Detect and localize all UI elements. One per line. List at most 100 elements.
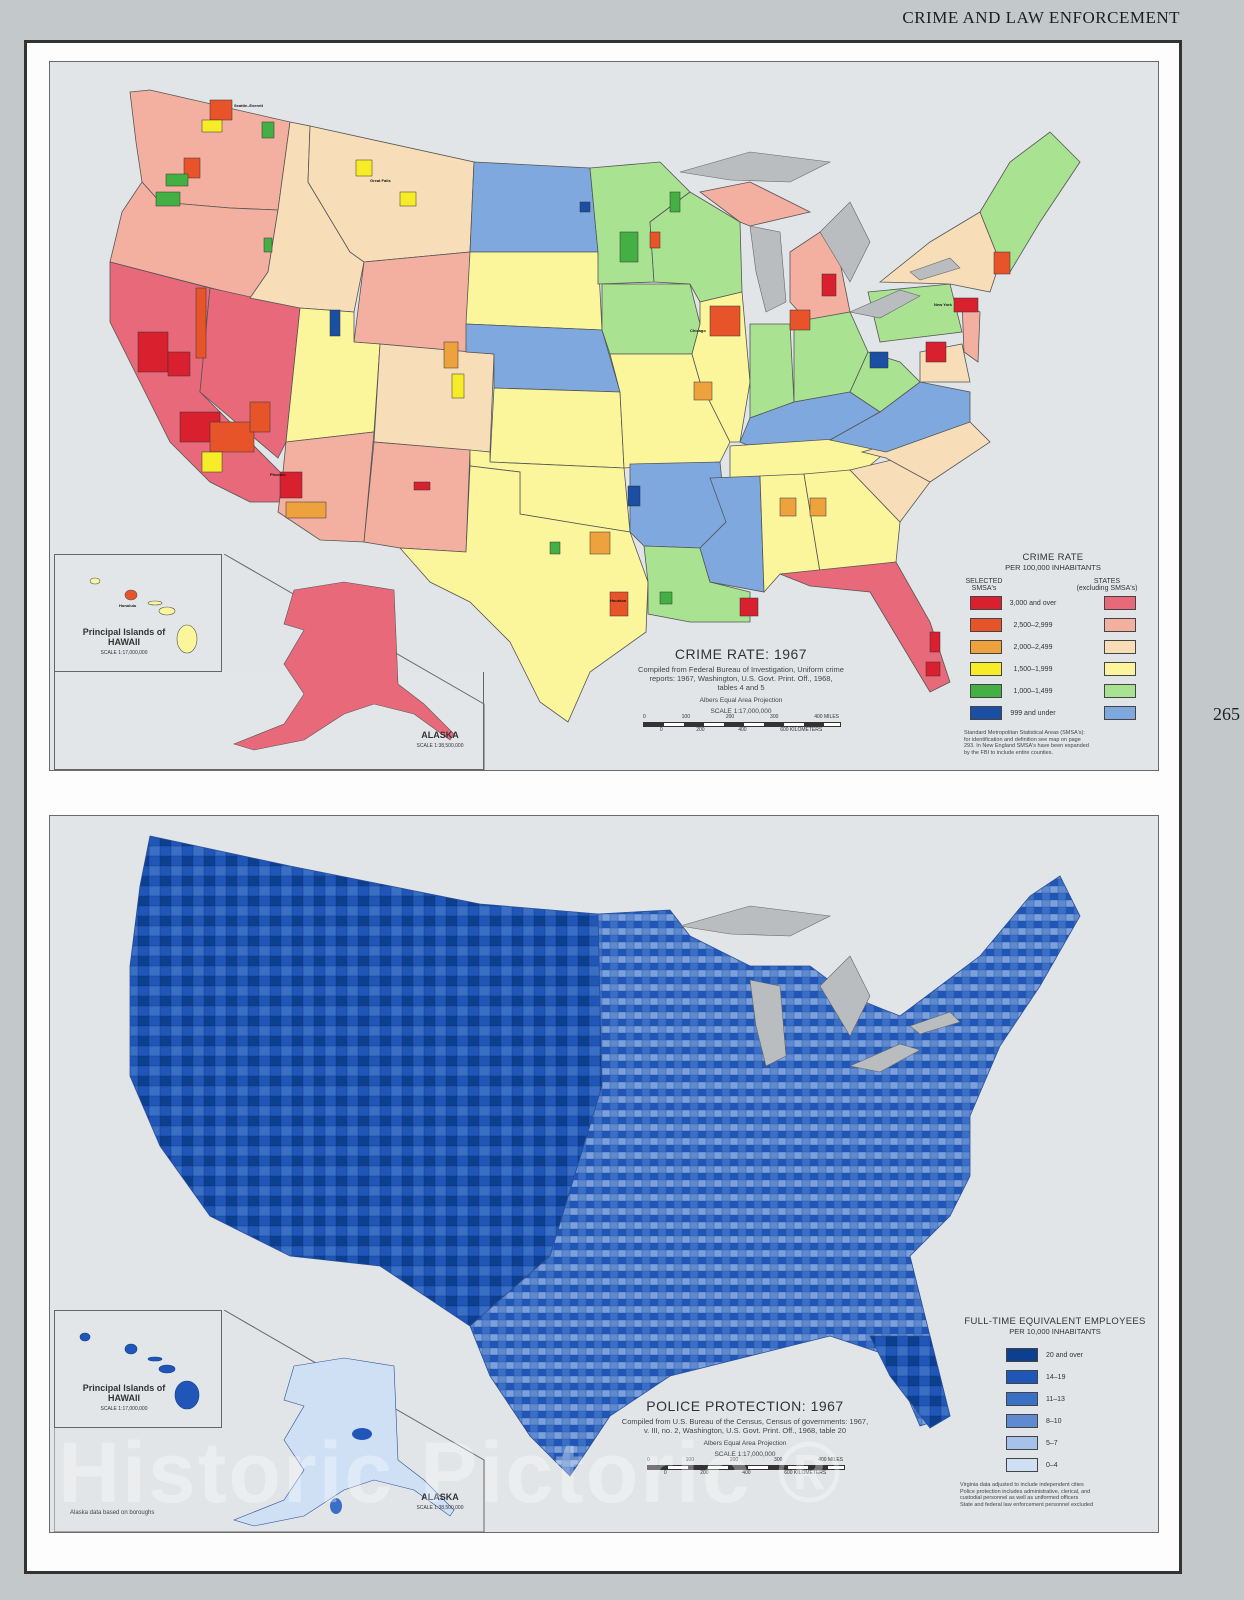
legend-swatch [1006,1458,1038,1472]
legend-class-label: 2,000–2,499 [1013,643,1053,651]
crime-map-scalebar: 0 100 200 300 400 MILES 0 200 400 600 KILOMETER… [643,714,841,733]
alaska-scale: SCALE 1:38,500,000 [416,743,464,749]
hawaii-scale: SCALE 1:17,000,000 [100,1406,148,1412]
crime-map-projection: Albers Equal Area Projection [699,697,783,704]
city-label-chicago: Chicago [690,328,706,333]
smsa-swatch [970,640,1002,654]
state-swatch [1104,684,1136,698]
legend-swatch [1006,1392,1038,1406]
legend-subtitle: PER 100,000 INHABITANTS [1005,563,1101,572]
legend-class-label: 14–19 [1046,1373,1066,1381]
police-map-title: POLICE PROTECTION: 1967 [646,1398,844,1414]
crime-map-title: CRIME RATE: 1967 [674,646,808,662]
legend-row: 2,500–2,999 [964,614,1142,636]
state-colorado [373,343,495,453]
state-texas [399,465,649,723]
legend-row: 3,000 and over [964,592,1142,614]
hawaii-inset: Honolulu Principal Islands of HAWAII SCAL… [54,554,222,672]
legend-row: 8–10 [1006,1410,1150,1432]
state-swatch [1104,618,1136,632]
running-head: CRIME AND LAW ENFORCEMENT [902,8,1180,27]
hawaii-scale: SCALE 1:17,000,000 [100,650,148,656]
legend-swatch [1006,1370,1038,1384]
state-wyoming [353,251,471,353]
smsa-patches [137,99,1011,677]
page-frame: Seattle–Everett Great Falls Chicago New … [24,40,1182,1574]
legend-swatch [1006,1414,1038,1428]
legend-row: 2,000–2,499 [964,636,1142,658]
alaska-data-note: Alaska data based on boroughs [70,1510,155,1516]
state-swatch [1104,706,1136,720]
alaska-shape [54,1310,485,1532]
smsa-swatch [970,618,1002,632]
legend-class-label: 999 and under [1010,709,1056,717]
legend-row: 11–13 [1006,1388,1150,1410]
city-label-phoenix: Phoenix [270,472,286,477]
legend-title: FULL-TIME EQUIVALENT EMPLOYEES [964,1316,1146,1327]
alaska-shape [54,554,485,770]
state-indiana [749,323,795,419]
hawaii-title: Principal Islands of HAWAII [82,1383,166,1403]
great-lakes [679,905,961,1073]
legend-swatch [1006,1436,1038,1450]
state-swatch [1104,662,1136,676]
page-number: 265 [1213,704,1240,724]
alaska-title: ALASKA [421,730,459,740]
region-west [129,835,603,1327]
crime-map-title-block: CRIME RATE: 1967 Compiled from Federal B… [626,646,856,733]
legend-rows: 20 and over 14–19 11–13 8–10 5–7 0–4 [960,1344,1150,1476]
smsa-swatch [970,662,1002,676]
crime-rate-legend: CRIME RATE PER 100,000 INHABITANTS SELEC… [964,552,1142,756]
legend-row: 1,500–1,999 [964,658,1142,680]
alaska-scale: SCALE 1:38,500,000 [416,1505,464,1511]
legend-row: 14–19 [1006,1366,1150,1388]
legend-subtitle: PER 10,000 INHABITANTS [1009,1327,1101,1336]
police-protection-map-panel: Principal Islands of HAWAII SCALE 1:17,00… [49,815,1159,1533]
police-protection-legend: FULL-TIME EQUIVALENT EMPLOYEES PER 10,00… [960,1316,1150,1508]
legend-rows: 3,000 and over 2,500–2,999 2,000–2,499 1,50… [964,592,1142,724]
state-georgia [803,469,901,573]
legend-col-states: STATES (excluding SMSA's) [1076,578,1138,592]
legend-class-label: 5–7 [1046,1439,1058,1447]
legend-swatch [1006,1348,1038,1362]
police-map-scale: SCALE 1:17,000,000 [714,1451,776,1458]
crime-rate-map: Seattle–Everett Great Falls Chicago New … [109,89,1081,723]
state-west-virginia [849,351,921,413]
crime-rate-map-panel: Seattle–Everett Great Falls Chicago New … [49,61,1159,771]
legend-title: CRIME RATE [1022,552,1084,563]
legend-row: 0–4 [1006,1454,1150,1476]
state-florida [779,561,951,693]
hawaii-title: Principal Islands of HAWAII [82,627,166,647]
state-north-dakota [469,161,599,253]
legend-class-label: 2,500–2,999 [1013,621,1053,629]
crime-map-source: Compiled from Federal Bureau of Investig… [638,665,844,692]
city-label-houston: Houston [610,598,627,603]
legend-note: Virginia data adjusted to include indepe… [960,1482,1094,1508]
alaska-inset [54,672,484,770]
legend-row: 1,000–1,499 [964,680,1142,702]
smsa-swatch [970,706,1002,720]
city-label-seattle: Seattle–Everett [234,103,264,108]
police-protection-map [129,835,1081,1477]
legend-class-label: 1,000–1,499 [1013,687,1053,695]
great-lakes [679,151,961,319]
police-map-title-block: POLICE PROTECTION: 1967 Compiled from U.… [610,1398,880,1476]
state-swatch [1104,596,1136,610]
alaska-title: ALASKA [421,1492,459,1502]
hawaii-islands: Honolulu [89,577,198,654]
police-map-scalebar: 0 100 200 300 400 MILES 0 200 400 600 KILOMETER… [647,1457,845,1476]
police-map-source: Compiled from U.S. Bureau of the Census,… [621,1417,869,1435]
police-map-projection: Albers Equal Area Projection [703,1440,787,1447]
state-michigan-up [699,181,812,227]
legend-class-label: 20 and over [1046,1351,1083,1359]
city-label-new-york: New York [934,302,953,307]
smsa-swatch [970,684,1002,698]
legend-class-label: 0–4 [1046,1461,1058,1469]
legend-class-label: 3,000 and over [1009,599,1057,607]
state-south-dakota [465,251,603,331]
crime-map-scale: SCALE 1:17,000,000 [710,708,772,715]
svg-text:Honolulu: Honolulu [119,603,137,608]
legend-col-smsa: SELECTED SMSA's [965,578,1003,592]
hawaii-islands [79,1332,200,1410]
legend-note: Standard Metropolitan Statistical Areas … [964,730,1089,756]
